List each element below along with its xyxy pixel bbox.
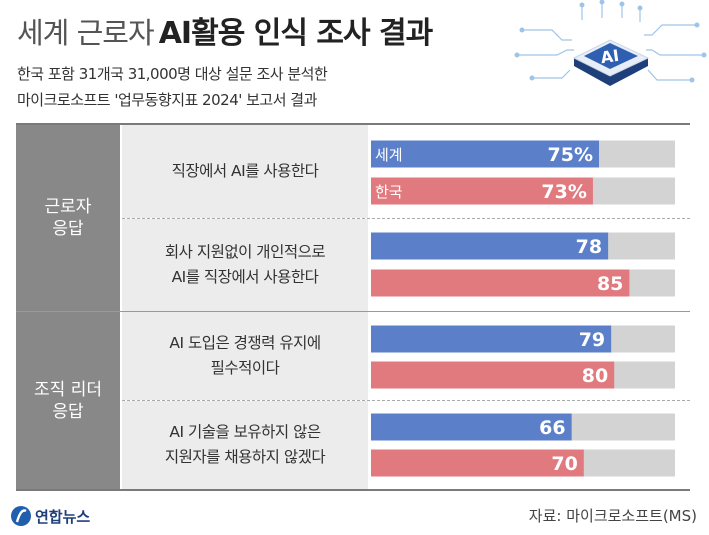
source-note: 자료: 마이크로소프트(MS) (528, 507, 697, 525)
chart-title: 세계 근로자 AI활용 인식 조사 결과 (17, 8, 497, 52)
chart-table: 근로자 응답 조직 리더 응답 직장에서 AI를 사용한다 회사 지원없이 개인… (16, 123, 690, 491)
bar-value-label: 78 (576, 236, 602, 258)
logo-text: 연합뉴스 (35, 508, 90, 526)
series-label: 세계 (375, 146, 403, 164)
bar-value-label: 79 (579, 329, 605, 351)
subtitle-line-1: 한국 포함 31개국 31,000명 대상 설문 조사 분석한 (17, 65, 328, 83)
bar-value-label: 73% (541, 181, 586, 203)
ai-chip-icon: AI (514, 0, 707, 86)
question-4: AI 기술을 보유하지 않은 지원자를 채용하지 않겠다 (122, 401, 368, 489)
bar-value-label: 66 (539, 417, 565, 439)
bar-value-label: 75% (548, 144, 593, 166)
question-4-line-2: 지원자를 채용하지 않겠다 (164, 448, 326, 466)
question-3-line-1: AI 도입은 경쟁력 유지에 (169, 334, 321, 352)
question-1: 직장에서 AI를 사용한다 (122, 125, 368, 218)
subtitle-line-2: 마이크로소프트 '업무동향지표 2024' 보고서 결과 (17, 91, 317, 109)
row-separator (122, 218, 690, 219)
bar-korea-1 (371, 269, 630, 297)
bar-korea-2 (371, 361, 615, 389)
bar-world-3 (371, 413, 572, 441)
group-cell-leaders: 조직 리더 응답 (16, 312, 120, 489)
question-2-line-2: AI를 직장에서 사용한다 (171, 268, 319, 286)
question-2: 회사 지원없이 개인적으로 AI를 직장에서 사용한다 (122, 219, 368, 311)
bar-world-1 (371, 232, 609, 260)
question-4-line-1: AI 기술을 보유하지 않은 (169, 423, 321, 441)
bar-korea-3 (371, 449, 584, 477)
row-separator (122, 400, 690, 401)
group-label-workers-1: 근로자 (44, 197, 92, 217)
bar-value-label: 70 (551, 453, 577, 475)
title-prefix: 세계 근로자 (17, 16, 155, 50)
group-cell-workers: 근로자 응답 (16, 125, 120, 311)
question-3-line-2: 필수적이다 (210, 359, 280, 377)
yonhap-logo: 연합뉴스 (11, 506, 90, 526)
bar-chart: 세계 75% 한국 73% 78 85 79 80 66 70 (371, 140, 675, 477)
chip-label: AI (599, 46, 620, 67)
question-3: AI 도입은 경쟁력 유지에 필수적이다 (122, 312, 368, 400)
bar-world-2 (371, 325, 612, 353)
group-label-leaders-1: 조직 리더 (34, 379, 102, 400)
title-main: AI활용 인식 조사 결과 (158, 16, 434, 51)
group-separator (16, 311, 690, 312)
question-1-line-1: 직장에서 AI를 사용한다 (171, 162, 319, 180)
bar-world-0 (371, 140, 599, 168)
group-label-workers-2: 응답 (52, 219, 84, 239)
bar-value-label: 80 (582, 365, 608, 387)
bar-korea-0 (371, 177, 593, 205)
group-label-leaders-2: 응답 (52, 401, 84, 422)
question-2-line-1: 회사 지원없이 개인적으로 (164, 243, 326, 261)
series-label: 한국 (375, 183, 403, 201)
bar-value-label: 85 (597, 273, 623, 295)
